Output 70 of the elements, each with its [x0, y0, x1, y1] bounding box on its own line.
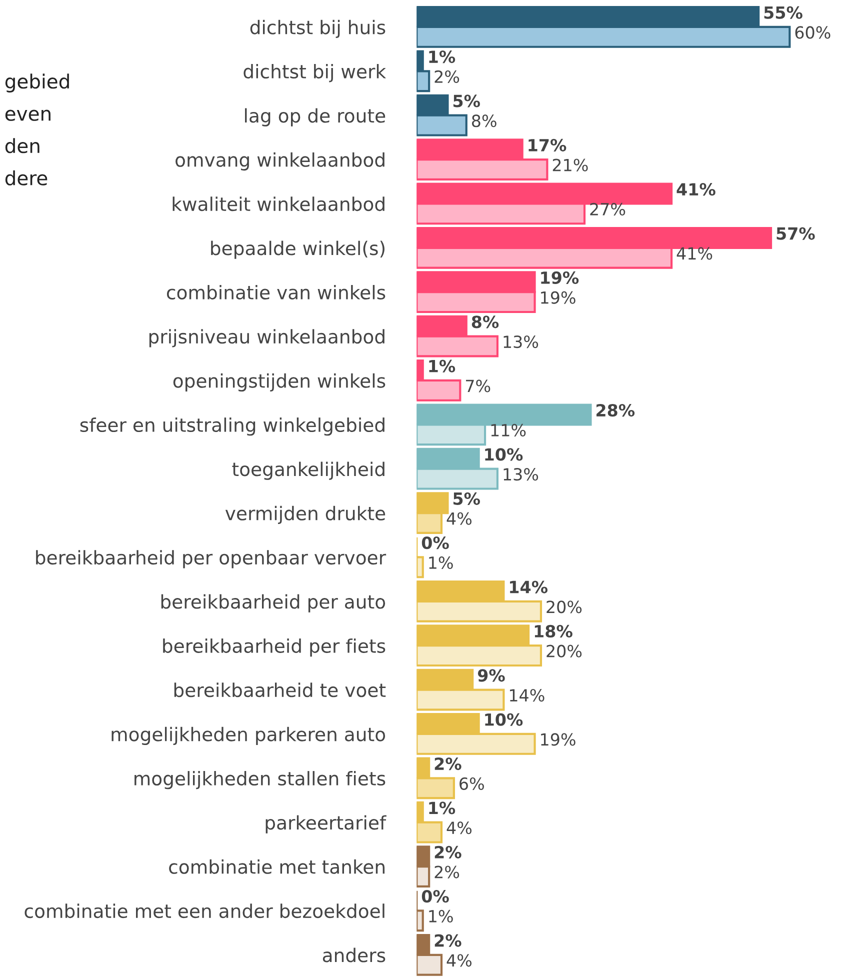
y-tick-label: sfeer en uitstraling winkelgebied: [80, 418, 384, 436]
y-tick-label: toegankelijkheid: [232, 462, 384, 480]
data-label: 0%: [422, 536, 449, 550]
data-label: 13%: [504, 468, 538, 481]
text: gebied: [5, 74, 69, 92]
y-tick-label: omvang winkelaanbod: [176, 152, 384, 171]
data-label: 11%: [491, 424, 526, 436]
y-tick-label: kwaliteit winkelaanbod: [172, 196, 384, 212]
y-tick-label: prijsniveau winkelaanbod: [149, 329, 384, 348]
data-label: 18%: [534, 624, 572, 638]
y-tick-label: bereikbaarheid te voet: [174, 682, 386, 698]
y-tick-label: mogelijkheden stallen fiets: [134, 771, 386, 790]
data-label: 55%: [764, 6, 802, 19]
y-tick-label: combinatie met tanken: [169, 859, 384, 874]
data-label: 2%: [434, 866, 460, 878]
text: den: [5, 138, 40, 154]
data-label: 1%: [429, 360, 456, 372]
data-label: 60%: [795, 26, 830, 39]
data-label: 14%: [510, 688, 544, 702]
y-tick-label: vermijden drukte: [225, 506, 386, 524]
data-label: 0%: [422, 890, 449, 903]
y-tick-label: bepaalde winkel(s): [211, 240, 384, 259]
data-label: 2%: [434, 757, 462, 770]
data-label: 7%: [466, 380, 490, 392]
y-tick-label: bereikbaarheid per auto: [161, 594, 386, 612]
data-label: 57%: [776, 227, 815, 240]
data-label: 20%: [546, 644, 582, 658]
data-label: 2%: [434, 934, 462, 947]
data-label: 10%: [485, 713, 523, 726]
y-tick-label: bereikbaarheid per fiets: [163, 638, 386, 657]
data-label: 20%: [546, 600, 582, 614]
data-label: 5%: [453, 94, 480, 108]
y-tick-label: parkeertarief: [266, 815, 386, 834]
y-tick-label: dichtst bij huis: [250, 20, 386, 38]
data-label: 17%: [528, 138, 566, 152]
data-label: 5%: [453, 492, 480, 505]
text: dere: [5, 170, 48, 186]
data-label: 14%: [510, 580, 548, 594]
data-label: 28%: [596, 404, 635, 417]
data-label: 19%: [541, 271, 579, 284]
data-label: 8%: [472, 316, 499, 328]
y-tick-label: bereikbaarheid per openbaar vervoer: [36, 550, 386, 568]
y-tick-label: anders: [322, 948, 386, 962]
data-label: 10%: [485, 448, 523, 461]
data-label: 6%: [460, 777, 484, 790]
data-label: 27%: [590, 202, 626, 216]
data-label: 41%: [676, 247, 712, 260]
y-tick-label: openingstijden winkels: [173, 373, 386, 392]
data-label: 4%: [446, 954, 472, 967]
data-label: 21%: [552, 158, 588, 172]
data-label: 4%: [446, 512, 472, 525]
data-label: 4%: [446, 822, 472, 834]
data-label: 8%: [472, 114, 496, 128]
text: even: [5, 110, 50, 121]
data-label: 19%: [541, 291, 576, 304]
data-label: 1%: [429, 556, 453, 570]
data-label: 9%: [478, 669, 505, 682]
data-label: 41%: [676, 183, 716, 196]
data-label: 2%: [434, 846, 462, 858]
y-tick-label: combinatie met een ander bezoekdoel: [24, 904, 384, 918]
data-label: 1%: [429, 50, 456, 64]
y-tick-label: mogelijkheden parkeren auto: [112, 726, 386, 745]
data-label: 13%: [504, 335, 538, 348]
y-tick-label: combinatie van winkels: [166, 284, 386, 300]
data-label: 2%: [434, 70, 460, 83]
data-label: 19%: [541, 733, 576, 746]
y-tick-label: dichtst bij werk: [244, 64, 386, 82]
data-label: 1%: [429, 910, 453, 923]
y-tick-label: lag op de route: [245, 108, 386, 126]
data-label: 1%: [429, 802, 456, 814]
